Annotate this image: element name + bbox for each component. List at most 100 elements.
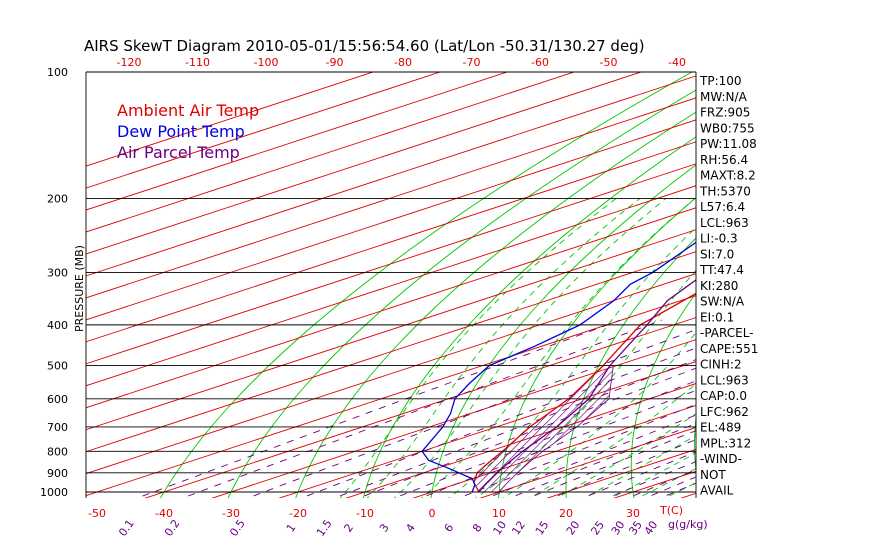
mixing-ratio-tick-label: 6 — [442, 521, 457, 534]
mixing-ratio-line — [457, 403, 696, 498]
stat-line: TP:100 — [699, 74, 742, 88]
stat-line: TT:47.4 — [699, 263, 744, 277]
stat-line: TH:5370 — [699, 184, 751, 198]
isotherm-line — [86, 72, 442, 189]
bottom-temp-tick-label: -50 — [88, 507, 106, 520]
stat-line: RH:56.4 — [700, 153, 748, 167]
pressure-tick-label: 400 — [47, 319, 68, 332]
stat-line: LFC:962 — [700, 405, 749, 419]
isotherm-line — [807, 53, 870, 501]
stat-line: -WIND- — [700, 452, 742, 466]
isotherm-line — [740, 53, 870, 501]
dry-adiabat-line — [630, 292, 696, 498]
top-temp-tick-label: -40 — [668, 56, 686, 69]
bottom-temp-tick-label: -40 — [155, 507, 173, 520]
dry-adiabat-line — [159, 72, 693, 498]
mixing-ratio-tick-label: 40 — [642, 519, 661, 538]
top-temp-tick-label: -110 — [185, 56, 210, 69]
isotherm-line — [86, 229, 696, 431]
isotherm-line — [211, 339, 696, 498]
isotherms — [86, 53, 870, 501]
stat-line: MAXT:8.2 — [700, 169, 756, 183]
mixing-ratio-line — [419, 389, 696, 498]
ylabel: PRESSURE (MB) — [73, 245, 86, 332]
dry-adiabat-line — [565, 237, 696, 498]
mixing-ratio-tick-label: 1.5 — [314, 517, 335, 539]
isotherm-line — [86, 72, 375, 167]
pressure-tick-label: 900 — [47, 467, 68, 480]
bottom-temp-tick-label: -20 — [289, 507, 307, 520]
moist-adiabat-line — [529, 383, 696, 498]
mixing-ratio-tick-label: 8 — [470, 521, 485, 534]
isobars: 100 200 300 400 500 600 700 800 900 1000 — [40, 66, 697, 499]
chart-title: AIRS SkewT Diagram 2010-05-01/15:56:54.6… — [84, 37, 645, 55]
stat-line: EI:0.1 — [700, 310, 734, 324]
stat-line: LCL:963 — [700, 216, 749, 230]
stat-line: L57:6.4 — [700, 200, 745, 214]
pressure-tick-label: 200 — [47, 192, 68, 205]
mixing-ratio-line — [181, 319, 662, 498]
moist-adiabat-line — [448, 226, 696, 498]
dry-adiabat-line — [295, 111, 696, 498]
mixing-ratio-tick-label: 4 — [403, 521, 418, 534]
top-temp-tick-label: -50 — [600, 56, 618, 69]
pressure-tick-label: 300 — [47, 266, 68, 279]
pressure-tick-label: 700 — [47, 421, 68, 434]
isotherm-line — [86, 163, 696, 365]
mixing-ratio-tick-label: 15 — [533, 519, 552, 538]
dry-adiabat-line — [227, 89, 696, 498]
isotherm-line — [86, 75, 696, 277]
stat-line: CAPE:551 — [700, 342, 758, 356]
stat-line: MW:N/A — [700, 90, 748, 104]
mixing-ratio-tick-label: 0.1 — [116, 517, 137, 539]
bottom-temp-tick-label: 20 — [559, 507, 573, 520]
bottom-temp-tick-label: -10 — [356, 507, 374, 520]
top-temp-tick-label: -100 — [254, 56, 279, 69]
dry-adiabat-line — [756, 62, 870, 506]
legend-item: Dew Point Temp — [117, 122, 245, 141]
dry-adiabat-line — [498, 197, 696, 498]
stat-line: CAP:0.0 — [700, 389, 747, 403]
moist-adiabat-line — [610, 452, 696, 498]
mixing-ratio-tick-label: 12 — [509, 519, 528, 538]
top-temp-tick-label: -80 — [394, 56, 412, 69]
dry-adiabats — [159, 62, 870, 506]
pressure-tick-label: 600 — [47, 393, 68, 406]
top-temp-tick-label: -120 — [117, 56, 142, 69]
stat-line: FRZ:905 — [700, 106, 750, 120]
isotherm-line — [412, 404, 696, 498]
isotherm-line — [278, 361, 696, 498]
top-temp-tick-label: -70 — [463, 56, 481, 69]
pressure-tick-label: 1000 — [40, 486, 68, 499]
isotherm-line — [86, 119, 696, 321]
legend: Ambient Air Temp Dew Point Temp Air Parcel… — [117, 101, 259, 162]
mixing-ratio-tick-label: 25 — [588, 519, 607, 538]
stat-line: NOT — [700, 468, 726, 482]
pressure-tick-label: 100 — [47, 66, 68, 79]
bottom-temp-tick-label: 0 — [429, 507, 436, 520]
bottom-temp-tick-label: -30 — [222, 507, 240, 520]
stat-line: PW:11.08 — [700, 137, 757, 151]
mixing-ratio-line — [527, 430, 696, 498]
stat-line: -PARCEL- — [700, 326, 754, 340]
isotherm-line — [86, 251, 696, 453]
dry-adiabat-line — [815, 62, 870, 506]
mixing-ratio-line — [508, 422, 696, 498]
isotherm-line — [86, 185, 696, 387]
top-temp-tick-label: -90 — [326, 56, 344, 69]
isotherm-line — [86, 72, 643, 255]
isotherm-line — [86, 141, 696, 343]
top-temp-axis: -120 -110 -100 -90 -80 -70 -60 -50 -40 — [117, 56, 686, 69]
ambient-air-temp-line — [473, 292, 696, 493]
top-temp-tick-label: -60 — [531, 56, 549, 69]
stat-line: LCL:963 — [700, 373, 749, 387]
mixing-ratio-tick-label: 3 — [377, 521, 392, 534]
xlabel: T(C) — [659, 504, 683, 517]
stat-line: SW:N/A — [700, 295, 745, 309]
stat-line: AVAIL — [700, 484, 734, 498]
mixing-ratio-tick-label: 30 — [609, 519, 628, 538]
mixing-ratio-tick-label: 0.5 — [227, 517, 248, 539]
